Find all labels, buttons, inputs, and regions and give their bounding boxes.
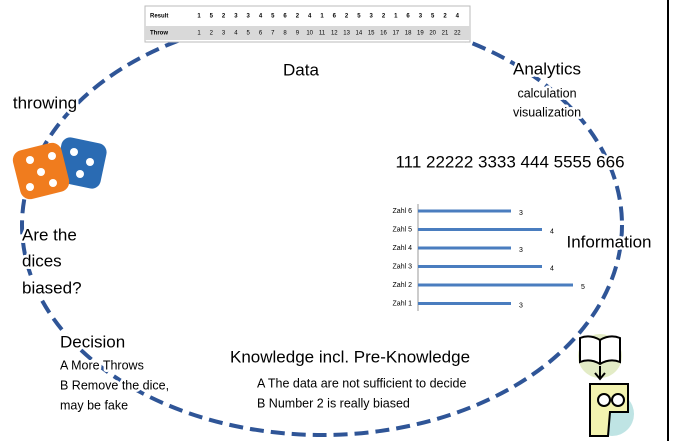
bar-value: 5 (581, 284, 585, 291)
data-label: Data (283, 60, 319, 79)
analytics-label: Analytics (513, 59, 581, 78)
bar-value: 3 (519, 302, 523, 309)
analytics-item: visualization (513, 105, 581, 119)
pip (26, 183, 34, 191)
decision-item: may be fake (60, 398, 128, 412)
knowledge-item: A The data are not sufficient to decide (257, 376, 466, 390)
bar-category: Zahl 3 (393, 263, 413, 270)
pip (48, 152, 56, 160)
cell: 10 (306, 31, 313, 37)
cell: 19 (417, 31, 424, 37)
cell: 17 (392, 31, 399, 37)
mini-bar-chart: Zahl 6 3 Zahl 5 4 Zahl 4 3 Zahl 3 4 Zahl 2 5 Zahl … (393, 204, 585, 311)
glasses (598, 394, 610, 406)
page: Result1523345624162532163524Throw1234567… (0, 0, 673, 441)
bar-value: 4 (550, 228, 554, 235)
glasses (612, 394, 624, 406)
bar-value: 3 (519, 247, 523, 254)
bar (418, 284, 573, 287)
row-label: Result (150, 14, 168, 20)
pip (70, 148, 78, 156)
bar-category: Zahl 6 (393, 208, 413, 215)
cell: 18 (405, 31, 412, 37)
question-line: dices (22, 251, 62, 270)
bar (418, 228, 542, 231)
bar-category: Zahl 5 (393, 226, 413, 233)
cell: 12 (331, 31, 338, 37)
decision-item: A More Throws (60, 358, 144, 372)
row-label: Throw (150, 31, 168, 37)
bar-category: Zahl 2 (393, 282, 413, 289)
bar (418, 210, 511, 213)
sequence-text: 111 22222 3333 444 5555 666 (395, 152, 624, 171)
cell: 14 (356, 31, 363, 37)
throwing-label: throwing (13, 93, 77, 112)
analytics-item: calculation (517, 86, 576, 100)
cell: 13 (343, 31, 350, 37)
pip (76, 170, 84, 178)
pip (26, 156, 34, 164)
bar (418, 302, 511, 305)
bar (418, 265, 542, 268)
pip (86, 158, 94, 166)
cell: 15 (368, 31, 375, 37)
bar-category: Zahl 4 (393, 245, 413, 252)
diagram: Result1523345624162532163524Throw1234567… (0, 0, 673, 441)
bar-value: 4 (550, 265, 554, 272)
pip (37, 168, 45, 176)
pip (49, 179, 57, 187)
knowledge-item: B Number 2 is really biased (257, 396, 410, 410)
cell: 20 (429, 31, 436, 37)
knowledge-title: Knowledge incl. Pre-Knowledge (230, 347, 470, 366)
decision-title: Decision (60, 332, 125, 351)
dice-icon (11, 136, 109, 202)
cell: 22 (454, 31, 461, 37)
question-line: Are the (22, 225, 77, 244)
bar-value: 3 (519, 210, 523, 217)
book-icon (578, 334, 622, 379)
information-label: Information (566, 232, 651, 251)
cell: 11 (319, 31, 326, 37)
decision-item: B Remove the dice, (60, 378, 169, 392)
bar-category: Zahl 1 (393, 300, 413, 307)
bar (418, 247, 511, 250)
cell: 21 (442, 31, 449, 37)
cell: 16 (380, 31, 387, 37)
person-icon (590, 384, 634, 436)
question-line: biased? (22, 278, 82, 297)
